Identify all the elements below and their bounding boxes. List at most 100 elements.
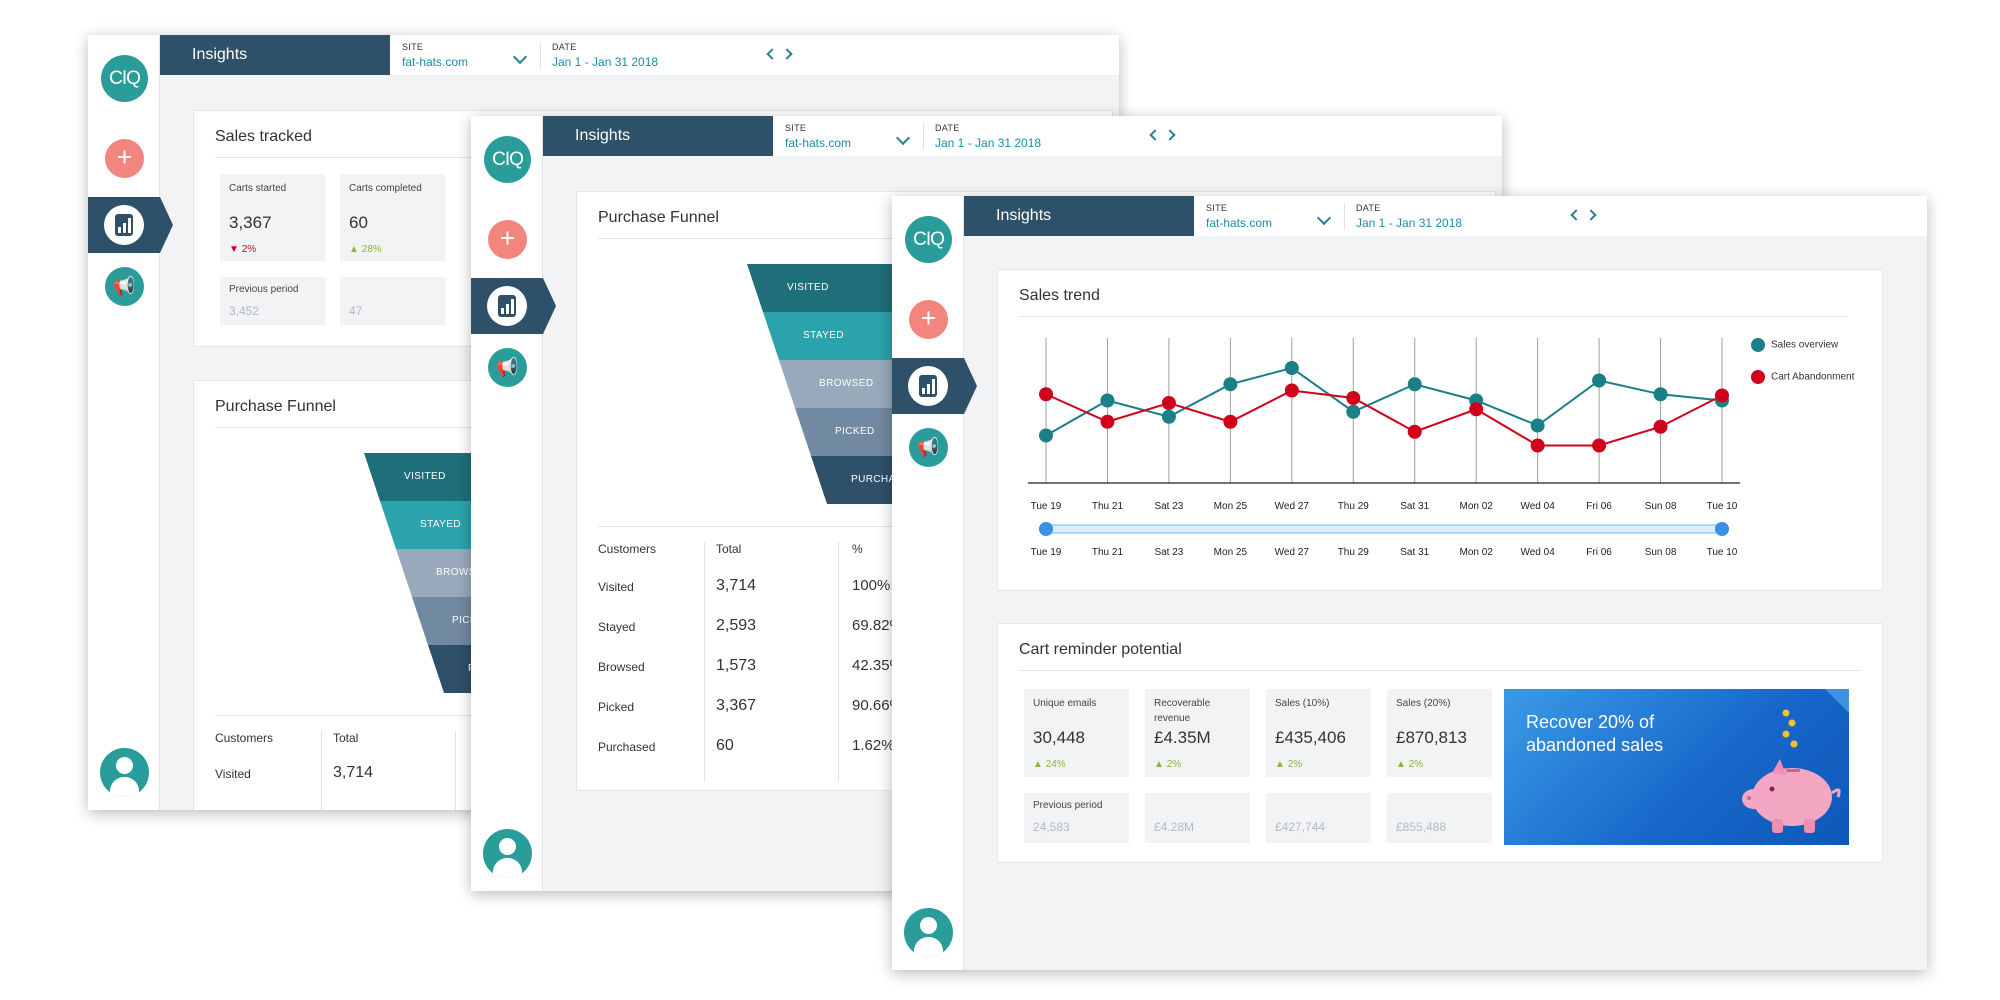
megaphone-icon[interactable]: 📢: [488, 348, 527, 387]
chevron-left-icon[interactable]: [1570, 209, 1582, 221]
divider: [838, 542, 839, 782]
up-arrow-icon: ▲: [1033, 759, 1043, 770]
tile-change-value: 2%: [1166, 759, 1182, 770]
x-tick-label: Tue 19: [1031, 501, 1062, 512]
site-selector[interactable]: SITE fat-hats.com: [1206, 203, 1336, 231]
recover-sales-promo[interactable]: Recover 20% of abandoned sales: [1504, 689, 1849, 845]
row-total: 3,714: [333, 764, 374, 781]
megaphone-icon[interactable]: 📢: [909, 428, 948, 467]
legend-item[interactable]: Cart Abandonment: [1751, 370, 1854, 384]
card-title: Purchase Funnel: [598, 209, 719, 226]
data-point: [1407, 424, 1422, 439]
ciq-logo[interactable]: CIQ: [101, 55, 148, 102]
row-label: Stayed: [598, 620, 636, 634]
site-label: SITE: [402, 42, 424, 52]
row-label: Visited: [598, 580, 634, 594]
previous-period-value: £855,488: [1396, 820, 1447, 834]
legend-item[interactable]: Sales overview: [1751, 338, 1838, 352]
tile-previous-period: Previous period 24,583: [1024, 793, 1129, 843]
range-tick-label: Mon 25: [1214, 547, 1248, 558]
chevron-right-icon[interactable]: [781, 48, 793, 60]
plus-icon[interactable]: +: [105, 139, 144, 178]
chevron-right-icon[interactable]: [1585, 209, 1597, 221]
previous-period-value: 3,452: [229, 304, 260, 318]
row-total: 1,573: [716, 657, 757, 674]
site-selector[interactable]: SITE fat-hats.com: [785, 123, 915, 151]
data-point: [1530, 438, 1545, 453]
up-arrow-icon: ▲: [1275, 759, 1285, 770]
x-tick-label: Thu 29: [1338, 501, 1370, 512]
data-point: [1161, 396, 1176, 410]
previous-period-label: Previous period: [229, 284, 299, 295]
megaphone-icon[interactable]: 📢: [105, 267, 144, 306]
sales-trend-chart: Tue 19 Thu 21 Sat 23 Mon 25 Wed 27 Thu 29 Sat …: [1028, 338, 1740, 558]
range-slider-handle-end[interactable]: [1715, 522, 1729, 536]
divider: [704, 542, 705, 782]
user-icon[interactable]: [904, 908, 953, 957]
top-bar: Insights SITE fat-hats.com DATE Jan 1 - …: [160, 35, 1119, 75]
site-value: fat-hats.com: [785, 136, 852, 150]
ciq-logo[interactable]: CIQ: [484, 136, 531, 183]
funnel-table: Customers Total % Visited 3,714 100% Sta…: [598, 542, 1498, 782]
range-tick-label: Thu 21: [1092, 547, 1124, 558]
bar-chart-icon[interactable]: [471, 278, 556, 334]
previous-period-value: 24,583: [1033, 820, 1070, 834]
tile-change: ▲ 2%: [1275, 759, 1302, 770]
user-icon[interactable]: [100, 748, 149, 797]
tile-label: Recoverable revenue: [1154, 698, 1211, 724]
legend-swatch: [1751, 370, 1765, 384]
tile-unique-emails: Unique emails 30,448 ▲ 24%: [1024, 689, 1129, 777]
chevron-right-icon[interactable]: [1164, 129, 1176, 141]
card-title: Sales tracked: [215, 128, 312, 145]
funnel-table: Customers Total Visited 3,714: [215, 731, 1115, 810]
data-point: [1346, 391, 1361, 405]
date-value: Jan 1 - Jan 31 2018: [552, 55, 659, 69]
divider: [923, 124, 924, 150]
tile-carts-completed: Carts completed 60 ▲ 28%: [340, 174, 445, 261]
column-header: Total: [716, 542, 742, 556]
ciq-logo[interactable]: CIQ: [905, 216, 952, 263]
plus-icon[interactable]: +: [909, 300, 948, 339]
chevron-left-icon[interactable]: [1149, 129, 1161, 141]
range-tick-label: Sat 23: [1154, 547, 1183, 558]
tile-previous-period: £427,744: [1266, 793, 1371, 843]
tile-change-value: 24%: [1045, 759, 1066, 770]
date-label: DATE: [935, 123, 960, 133]
sidebar: CIQ + 📢: [88, 35, 173, 810]
bar-chart-icon[interactable]: [88, 197, 173, 253]
tile-previous-period: £855,488: [1387, 793, 1492, 843]
column-header: Customers: [598, 542, 657, 556]
range-slider-handle-start[interactable]: [1039, 522, 1053, 536]
divider: [1019, 316, 1848, 317]
data-point: [1100, 414, 1115, 429]
column-header: %: [852, 542, 863, 556]
page-title: Insights: [964, 196, 1194, 236]
previous-period-value: £427,744: [1275, 820, 1326, 834]
bar-chart-icon[interactable]: [892, 358, 977, 414]
date-selector[interactable]: DATE Jan 1 - Jan 31 2018: [935, 123, 1135, 151]
user-icon[interactable]: [483, 829, 532, 878]
series-line: [1045, 389, 1723, 447]
previous-period-value: 47: [349, 304, 363, 318]
date-selector[interactable]: DATE Jan 1 - Jan 31 2018: [1356, 203, 1556, 231]
top-bar: Insights SITE fat-hats.com DATE Jan 1 - …: [543, 116, 1502, 156]
data-point: [1346, 404, 1361, 419]
data-point: [1592, 438, 1607, 453]
chevron-left-icon[interactable]: [766, 48, 778, 60]
plus-icon[interactable]: +: [488, 220, 527, 259]
date-label: DATE: [1356, 203, 1381, 213]
site-label: SITE: [785, 123, 807, 133]
x-tick-label: Tue 10: [1707, 501, 1738, 512]
tile-value: 30,448: [1033, 728, 1085, 747]
tile-value: 60: [349, 213, 368, 232]
row-percent: 1.62%: [852, 737, 895, 754]
tile-change: ▲ 28%: [349, 244, 382, 255]
row-percent: 69.82%: [852, 617, 903, 634]
site-selector[interactable]: SITE fat-hats.com: [402, 42, 532, 70]
date-selector[interactable]: DATE Jan 1 - Jan 31 2018: [552, 42, 752, 70]
card-title: Purchase Funnel: [215, 398, 336, 415]
tile-sales-20: Sales (20%) £870,813 ▲ 2%: [1387, 689, 1492, 777]
legend-label: Sales overview: [1771, 339, 1839, 351]
site-value: fat-hats.com: [402, 55, 469, 69]
row-percent: 42.35%: [852, 657, 903, 674]
